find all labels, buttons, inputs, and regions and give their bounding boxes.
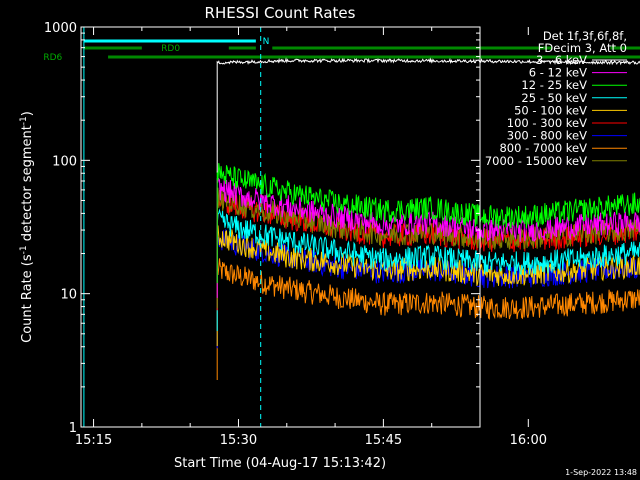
legend: Det 1f,3f,6f,8f, FDecim 3, Att 0 3 - 6 k… — [485, 29, 627, 168]
y-tick-label: 10 — [60, 288, 77, 303]
x-tick-label: 15:15 — [75, 433, 112, 448]
legend-title-line-1: Det 1f,3f,6f,8f, — [543, 29, 627, 43]
x-tick-label: 16:00 — [510, 433, 547, 448]
legend-title-line-2: FDecim 3, Att 0 — [538, 41, 627, 55]
series-line-4 — [216, 223, 640, 346]
y-tick-label: 1 — [69, 421, 77, 436]
y-tick-label: 100 — [52, 154, 77, 169]
flag-label-rd0: RD0 — [161, 44, 180, 54]
series-line-7 — [216, 258, 640, 380]
legend-label: 3 - 6 keV — [536, 53, 587, 67]
series-line-2 — [216, 163, 640, 284]
legend-label: 300 - 800 keV — [507, 129, 587, 143]
series-line-0 — [216, 57, 640, 173]
plot-frame — [80, 26, 481, 428]
series-line-1 — [216, 177, 640, 298]
legend-label: 800 - 7000 keV — [499, 141, 587, 155]
attenuator-markers — [83, 27, 262, 427]
legend-label: 50 - 100 keV — [514, 103, 587, 117]
y-axis-label: Count Rate (s-1 detector segment-1) — [19, 111, 35, 343]
chart-title: RHESSI Count Rates — [205, 4, 356, 22]
series-line-3 — [216, 208, 640, 331]
legend-label: 100 - 300 keV — [507, 116, 587, 130]
series-layer — [216, 57, 640, 380]
timestamp: 1-Sep-2022 13:48 — [565, 468, 637, 477]
legend-label: 6 - 12 keV — [529, 66, 587, 80]
series-line-8 — [216, 187, 640, 309]
y-tick-label: 1000 — [44, 21, 77, 36]
x-tick-label: 15:30 — [220, 433, 257, 448]
y-axis: 1 10 100 1000 — [44, 21, 480, 436]
legend-label: 12 - 25 keV — [521, 78, 587, 92]
flag-label-n: N — [263, 37, 270, 47]
series-line-6 — [216, 229, 640, 349]
legend-label: 25 - 50 keV — [521, 91, 587, 105]
x-tick-label: 15:45 — [365, 433, 402, 448]
x-axis-label: Start Time (04-Aug-17 15:13:42) — [174, 456, 386, 471]
legend-label: 7000 - 15000 keV — [485, 154, 587, 168]
flag-label-rd6: RD6 — [43, 53, 62, 63]
